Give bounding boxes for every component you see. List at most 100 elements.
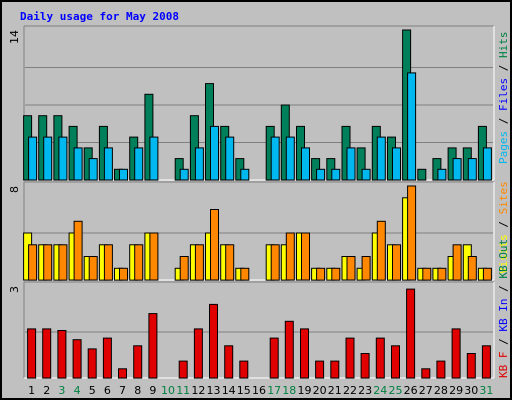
bar-kb-f-day-11 [178,360,188,379]
legend-entry: / [497,214,510,234]
y-max-label: 8 [8,186,21,193]
bar-kb-f-day-28 [436,360,446,379]
bar-files-day-18 [285,136,295,181]
bar-sites-day-1 [28,244,38,281]
legend-kb: KB F / KB In / KB Out [497,239,510,378]
bar-files-day-29 [452,158,462,181]
bar-files-day-2 [43,136,53,181]
bar-kb-f-day-25 [391,345,400,379]
bar-kb-f-day-24 [375,337,385,379]
legend-entry: KB Out [497,239,510,279]
bar-files-day-30 [467,158,477,181]
x-tick-label: 12 [191,384,205,397]
x-tick-label: 7 [119,384,126,397]
bar-kb-f-day-2 [42,328,52,379]
x-tick-label: 5 [89,384,96,397]
bar-kb-f-day-6 [102,337,112,379]
chart-title: Daily usage for May 2008 [20,10,179,23]
bar-files-day-6 [103,147,113,181]
bar-sites-day-22 [346,256,356,281]
legend-entry: / [497,58,510,78]
bar-sites-day-25 [392,244,401,281]
bar-sites-day-11 [179,256,189,281]
legend-entry: Pages [497,131,510,164]
bar-kb-f-day-19 [300,328,309,379]
legend-hits-files: Pages / Files / Hits [497,32,510,165]
bar-kb-f-day-4 [72,339,82,379]
bar-hits-day-27 [417,168,427,181]
x-tick-label: 9 [149,384,156,397]
y-max-label: 3 [8,286,21,293]
x-tick-label: 1 [28,384,35,397]
bar-kb-f-day-13 [209,303,218,379]
bar-kb-f-day-9 [148,313,158,379]
bar-files-day-8 [134,147,144,181]
bar-kb-f-day-22 [345,337,355,379]
legend-entry: Hits [497,32,510,59]
legend-entry: / [497,111,510,131]
bar-sites-day-23 [361,256,371,281]
bar-files-day-11 [179,168,189,181]
bar-hits-day-23 [356,147,366,181]
legend-entry: / [497,279,510,299]
bar-kb-f-day-5 [87,348,97,379]
bar-files-day-19 [301,147,310,181]
bar-sites-day-7 [119,267,128,281]
bar-sites-day-27 [422,267,432,281]
bar-sites-day-29 [452,244,462,281]
panel-background [24,282,494,378]
legend-entry: KB In [497,299,510,332]
x-tick-label: 16 [252,384,266,397]
bar-sites-day-24 [376,220,386,281]
bar-sites-day-28 [437,267,447,281]
bar-files-day-25 [392,147,401,181]
bar-kb-f-day-21 [330,360,340,379]
x-tick-label: 25 [389,384,403,397]
bar-sites-day-15 [240,267,250,281]
x-tick-label: 23 [358,384,372,397]
bar-kb-f-day-8 [133,345,143,379]
legend-entry: Files [497,78,510,111]
bar-files-day-23 [361,168,371,181]
bar-sites-day-5 [88,256,98,281]
bar-kb-f-day-18 [284,320,294,379]
bar-kb-f-day-7 [118,368,127,379]
bar-kb-f-day-3 [57,330,67,379]
x-tick-label: 2 [43,384,50,397]
bar-kb-f-day-30 [466,353,476,379]
x-tick-label: 4 [74,384,81,397]
bar-kb-f-day-31 [481,345,491,379]
bar-files-day-28 [437,168,447,181]
bar-sites-day-18 [285,232,295,281]
bar-kb-f-day-27 [421,368,431,379]
x-tick-label: 15 [237,384,251,397]
x-tick-label: 10 [161,384,175,397]
bar-kb-f-day-15 [239,360,249,379]
bar-files-day-4 [73,147,83,181]
bar-sites-day-8 [134,244,144,281]
x-tick-label: 26 [404,384,418,397]
bar-sites-day-3 [58,244,68,281]
x-tick-label: 6 [104,384,111,397]
bar-files-day-17 [270,136,280,181]
bar-kb-f-day-17 [269,337,279,379]
bar-files-day-26 [407,72,417,181]
bar-sites-day-19 [301,232,310,281]
bar-sites-day-6 [103,244,113,281]
bar-sites-day-9 [149,232,159,281]
legend-entry: Sites [497,181,510,214]
legend-entry: / [497,332,510,352]
bar-files-day-14 [225,136,235,181]
x-tick-label: 28 [434,384,448,397]
bar-kb-f-day-14 [224,345,234,379]
x-tick-label: 17 [267,384,281,397]
bar-sites-day-20 [316,267,326,281]
bar-sites-day-30 [467,256,477,281]
x-tick-label: 3 [58,384,65,397]
bar-sites-day-14 [225,244,235,281]
bar-sites-day-31 [482,267,492,281]
x-tick-label: 18 [282,384,296,397]
bar-files-day-13 [210,125,219,181]
x-tick-label: 24 [373,384,387,397]
